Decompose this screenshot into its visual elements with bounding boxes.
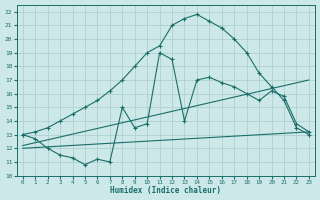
- X-axis label: Humidex (Indice chaleur): Humidex (Indice chaleur): [110, 186, 221, 195]
